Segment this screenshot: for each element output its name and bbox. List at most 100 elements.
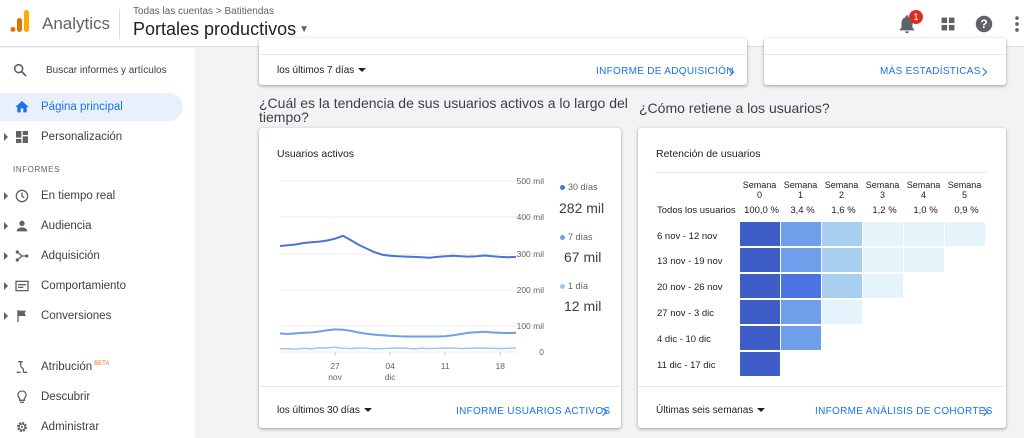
retention-cell[interactable]: [822, 274, 862, 298]
sidebar-item-attribution[interactable]: Atribución BETA: [0, 353, 195, 381]
retention-cell[interactable]: [863, 248, 903, 272]
apps-grid-icon[interactable]: [937, 13, 959, 35]
search-input[interactable]: Buscar informes y artículos: [0, 56, 195, 84]
active-users-report-link[interactable]: INFORME USUARIOS ACTIVOS: [456, 406, 611, 417]
analytics-logo-icon[interactable]: [10, 9, 30, 33]
property-selector[interactable]: Portales productivos ▼: [133, 19, 309, 40]
legend-value-30-days: 282 mil: [559, 200, 605, 216]
breadcrumb-account[interactable]: Batitiendas: [224, 6, 274, 17]
retention-card-title: Retención de usuarios: [656, 148, 761, 160]
retention-cell[interactable]: [781, 248, 821, 272]
retention-cell[interactable]: [781, 222, 821, 246]
active-users-section-title: ¿Cuál es la tendencia de sus usuarios ac…: [259, 95, 628, 125]
cohort-row-label: 6 nov - 12 nov: [657, 231, 718, 242]
retention-cell[interactable]: [822, 222, 862, 246]
more-insights-link[interactable]: MÁS ESTADÍSTICAS: [880, 66, 981, 77]
acquisition-report-link[interactable]: INFORME DE ADQUISICIÓN: [596, 66, 734, 77]
acquisition-icon: [15, 250, 29, 262]
cohort-report-link[interactable]: INFORME ANÁLISIS DE COHORTES: [815, 406, 993, 417]
y-tick-label: 0: [539, 347, 544, 357]
search-icon: [13, 63, 27, 77]
series-line-30-days[interactable]: [279, 234, 517, 259]
expand-arrow-icon: [4, 133, 8, 141]
sidebar-item-admin[interactable]: Administrar: [0, 413, 195, 438]
sidebar-item-label: Comportamiento: [41, 280, 127, 292]
person-icon: [16, 220, 28, 232]
legend-name-30-days: 30 días: [568, 182, 598, 192]
y-tick-label: 100 mil: [517, 321, 545, 331]
cohort-row-label: 20 nov - 26 nov: [657, 282, 723, 293]
search-placeholder: Buscar informes y artículos: [46, 65, 167, 76]
retention-cell[interactable]: [740, 300, 780, 324]
card-divider: [638, 386, 1006, 387]
retention-cell[interactable]: [863, 222, 903, 246]
x-tick-label: 04: [385, 361, 395, 371]
series-line-7-days[interactable]: [279, 328, 517, 338]
series-line-1-day[interactable]: [279, 346, 517, 350]
sidebar-item-customization[interactable]: Personalización: [0, 123, 195, 151]
legend-dot-1-day: [560, 284, 565, 289]
retention-cell[interactable]: [740, 352, 780, 376]
retention-cell[interactable]: [781, 274, 821, 298]
retention-cell[interactable]: [904, 222, 944, 246]
week-header: Semana 4: [906, 180, 941, 200]
active-users-date-dropdown[interactable]: los últimos 30 días: [277, 405, 372, 416]
clock-icon: [15, 189, 29, 203]
legend-value-1-day: 12 mil: [564, 298, 602, 314]
lightbulb-icon: [17, 390, 27, 403]
retention-cell[interactable]: [740, 326, 780, 350]
app-title: Analytics: [42, 14, 111, 33]
retention-cell[interactable]: [740, 274, 780, 298]
week-header: Semana 0: [742, 180, 777, 200]
home-icon: [15, 101, 29, 113]
sidebar-item-label: Administrar: [41, 421, 100, 433]
retention-cell[interactable]: [904, 248, 944, 272]
retention-total: 1,6 %: [831, 205, 856, 216]
legend-value-7-days: 67 mil: [564, 249, 602, 265]
breadcrumb-root[interactable]: Todas las cuentas: [133, 6, 214, 17]
help-icon[interactable]: ?: [973, 13, 995, 35]
dropdown-arrow-icon: [363, 408, 372, 412]
retention-cell[interactable]: [822, 300, 862, 324]
breadcrumb-separator: >: [215, 6, 222, 17]
retention-cell[interactable]: [740, 248, 780, 272]
sidebar-item-audience[interactable]: Audiencia: [0, 212, 195, 240]
caret-down-icon: ▼: [299, 24, 309, 35]
beta-badge: BETA: [94, 361, 110, 367]
legend-dot-30-days: [560, 185, 565, 190]
sidebar-item-discover[interactable]: Descubrir: [0, 383, 195, 411]
retention-cell[interactable]: [945, 222, 985, 246]
sidebar-item-realtime[interactable]: En tiempo real: [0, 182, 195, 210]
y-tick-label: 200 mil: [517, 285, 545, 295]
active-users-chart: 500 mil 400 mil 300 mil 200 mil 100 mil 0 27no…: [279, 176, 545, 382]
gear-icon: [17, 422, 27, 432]
retention-cell[interactable]: [781, 326, 821, 350]
header-divider: [119, 9, 120, 39]
more-vert-icon[interactable]: [1006, 13, 1024, 35]
week-header: Semana 5: [947, 180, 982, 200]
y-tick-label: 500 mil: [517, 176, 545, 186]
cohort-row-label: 27 nov - 3 dic: [657, 308, 715, 319]
behavior-icon: [15, 280, 29, 292]
expand-arrow-icon: [4, 252, 8, 260]
sidebar-item-behavior[interactable]: Comportamiento: [0, 272, 195, 300]
cohort-range-label: Últimas seis semanas: [656, 405, 754, 416]
breadcrumb[interactable]: Todas las cuentas > Batitiendas: [133, 6, 274, 17]
week-header: Semana 1: [783, 180, 818, 200]
sidebar-item-label: En tiempo real: [41, 190, 116, 202]
dashboard-icon: [16, 131, 28, 143]
retention-cell[interactable]: [781, 300, 821, 324]
cohort-row-label: 4 dic - 10 dic: [657, 334, 711, 345]
date-range-dropdown[interactable]: los últimos 7 días: [277, 65, 367, 76]
sidebar-item-acquisition[interactable]: Adquisición: [0, 242, 195, 270]
cohort-range-dropdown[interactable]: Últimas seis semanas: [656, 405, 766, 416]
sidebar-item-conversions[interactable]: Conversiones: [0, 302, 195, 330]
retention-total: 1,2 %: [872, 205, 897, 216]
retention-cell[interactable]: [740, 222, 780, 246]
retention-cell[interactable]: [822, 248, 862, 272]
cohort-row-label: 13 nov - 19 nov: [657, 256, 723, 267]
dropdown-arrow-icon: [358, 68, 367, 72]
sidebar-item-home[interactable]: Página principal: [0, 93, 183, 121]
x-tick-label: nov: [328, 372, 342, 382]
retention-cell[interactable]: [863, 274, 903, 298]
